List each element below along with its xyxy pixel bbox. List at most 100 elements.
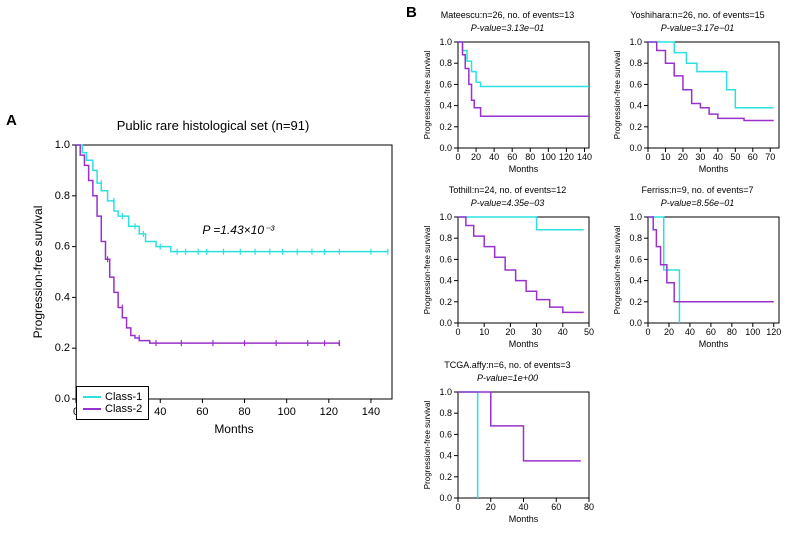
svg-text:0.6: 0.6 xyxy=(439,429,452,439)
svg-text:40: 40 xyxy=(713,152,723,162)
svg-text:0.4: 0.4 xyxy=(439,450,452,460)
chart-title: Mateescu:n=26, no. of events=13 xyxy=(420,10,595,21)
svg-text:0.8: 0.8 xyxy=(439,408,452,418)
svg-text:120: 120 xyxy=(766,327,781,337)
svg-text:0.4: 0.4 xyxy=(439,275,452,285)
svg-text:60: 60 xyxy=(748,152,758,162)
svg-text:60: 60 xyxy=(196,406,208,418)
svg-text:0: 0 xyxy=(455,502,460,512)
chart-pvalue: P-value=3.13e−01 xyxy=(420,23,595,34)
svg-text:0.8: 0.8 xyxy=(55,189,70,201)
legend-class2: Class-2 xyxy=(105,403,142,415)
svg-text:0.2: 0.2 xyxy=(629,296,642,306)
svg-text:20: 20 xyxy=(486,502,496,512)
svg-text:120: 120 xyxy=(559,152,574,162)
svg-text:0.6: 0.6 xyxy=(629,254,642,264)
svg-text:Progression-free survival: Progression-free survival xyxy=(423,50,432,139)
svg-text:40: 40 xyxy=(558,327,568,337)
panel-b-chart-2: Tothill:n=24, no. of events=12 P-value=4.… xyxy=(420,185,595,351)
svg-text:30: 30 xyxy=(695,152,705,162)
svg-text:0.2: 0.2 xyxy=(629,121,642,131)
svg-text:Progression-free survival: Progression-free survival xyxy=(423,400,432,489)
svg-text:0.8: 0.8 xyxy=(439,233,452,243)
svg-text:Months: Months xyxy=(699,339,729,349)
svg-text:100: 100 xyxy=(277,406,295,418)
chart-pvalue: P-value=3.17e−01 xyxy=(610,23,785,34)
svg-text:Months: Months xyxy=(699,164,729,174)
svg-text:Progression-free survival: Progression-free survival xyxy=(423,225,432,314)
chart-pvalue: P-value=4.35e−03 xyxy=(420,198,595,209)
svg-text:0.4: 0.4 xyxy=(629,275,642,285)
chart-pvalue: P-value=8.56e−01 xyxy=(610,198,785,209)
svg-text:1.0: 1.0 xyxy=(55,139,70,151)
panel-a-label: A xyxy=(6,112,17,129)
svg-text:0.4: 0.4 xyxy=(439,100,452,110)
panel-b-chart-4: TCGA.affy:n=6, no. of events=3 P-value=1e… xyxy=(420,360,595,526)
svg-text:0.6: 0.6 xyxy=(439,79,452,89)
svg-text:60: 60 xyxy=(706,327,716,337)
svg-text:50: 50 xyxy=(730,152,740,162)
svg-text:80: 80 xyxy=(584,502,594,512)
legend-class1: Class-1 xyxy=(105,391,142,403)
svg-text:0: 0 xyxy=(645,152,650,162)
svg-text:0: 0 xyxy=(455,152,460,162)
svg-text:60: 60 xyxy=(507,152,517,162)
panel-a-chart: Public rare histological set (n=91) 0.0 0… xyxy=(28,118,398,439)
svg-text:100: 100 xyxy=(541,152,556,162)
svg-text:0.0: 0.0 xyxy=(439,143,452,153)
svg-text:40: 40 xyxy=(518,502,528,512)
panel-b-chart-3: Ferriss:n=9, no. of events=7 P-value=8.56… xyxy=(610,185,785,351)
svg-text:20: 20 xyxy=(471,152,481,162)
svg-text:0.2: 0.2 xyxy=(439,471,452,481)
svg-text:40: 40 xyxy=(489,152,499,162)
svg-text:Months: Months xyxy=(509,514,539,524)
panel-b-chart-1: Yoshihara:n=26, no. of events=15 P-value=… xyxy=(610,10,785,176)
svg-text:Months: Months xyxy=(214,422,253,436)
svg-text:0: 0 xyxy=(645,327,650,337)
panel-b-label: B xyxy=(406,4,417,21)
svg-text:1.0: 1.0 xyxy=(629,212,642,222)
svg-text:0.4: 0.4 xyxy=(629,100,642,110)
svg-text:20: 20 xyxy=(678,152,688,162)
chart-pvalue: P-value=1e+00 xyxy=(420,373,595,384)
svg-text:0.6: 0.6 xyxy=(629,79,642,89)
svg-text:Progression-free survival: Progression-free survival xyxy=(31,205,45,338)
chart-title: Yoshihara:n=26, no. of events=15 xyxy=(610,10,785,21)
svg-text:70: 70 xyxy=(765,152,775,162)
svg-text:Months: Months xyxy=(509,164,539,174)
svg-text:0: 0 xyxy=(455,327,460,337)
svg-text:0.8: 0.8 xyxy=(629,58,642,68)
svg-text:1.0: 1.0 xyxy=(439,212,452,222)
svg-text:140: 140 xyxy=(577,152,592,162)
svg-text:Months: Months xyxy=(509,339,539,349)
svg-text:80: 80 xyxy=(238,406,250,418)
svg-text:0.2: 0.2 xyxy=(439,296,452,306)
svg-text:50: 50 xyxy=(584,327,594,337)
svg-text:60: 60 xyxy=(551,502,561,512)
svg-text:140: 140 xyxy=(362,406,380,418)
panel-a-title: Public rare histological set (n=91) xyxy=(28,118,398,134)
svg-text:1.0: 1.0 xyxy=(439,37,452,47)
svg-text:0.0: 0.0 xyxy=(55,393,70,405)
svg-text:80: 80 xyxy=(727,327,737,337)
svg-text:40: 40 xyxy=(685,327,695,337)
legend: Class-1 Class-2 xyxy=(76,386,149,420)
svg-text:0.6: 0.6 xyxy=(55,240,70,252)
svg-text:P =1.43×10⁻³: P =1.43×10⁻³ xyxy=(202,222,275,236)
svg-text:10: 10 xyxy=(660,152,670,162)
svg-text:0.0: 0.0 xyxy=(629,143,642,153)
svg-text:100: 100 xyxy=(745,327,760,337)
chart-title: Tothill:n=24, no. of events=12 xyxy=(420,185,595,196)
svg-text:Progression-free survival: Progression-free survival xyxy=(613,50,622,139)
chart-title: Ferriss:n=9, no. of events=7 xyxy=(610,185,785,196)
svg-text:Progression-free survival: Progression-free survival xyxy=(613,225,622,314)
svg-text:1.0: 1.0 xyxy=(439,387,452,397)
chart-title: TCGA.affy:n=6, no. of events=3 xyxy=(420,360,595,371)
svg-text:120: 120 xyxy=(320,406,338,418)
svg-text:0.4: 0.4 xyxy=(55,291,70,303)
svg-text:0.0: 0.0 xyxy=(439,493,452,503)
svg-text:80: 80 xyxy=(525,152,535,162)
svg-text:10: 10 xyxy=(479,327,489,337)
svg-text:0.8: 0.8 xyxy=(439,58,452,68)
svg-text:20: 20 xyxy=(664,327,674,337)
